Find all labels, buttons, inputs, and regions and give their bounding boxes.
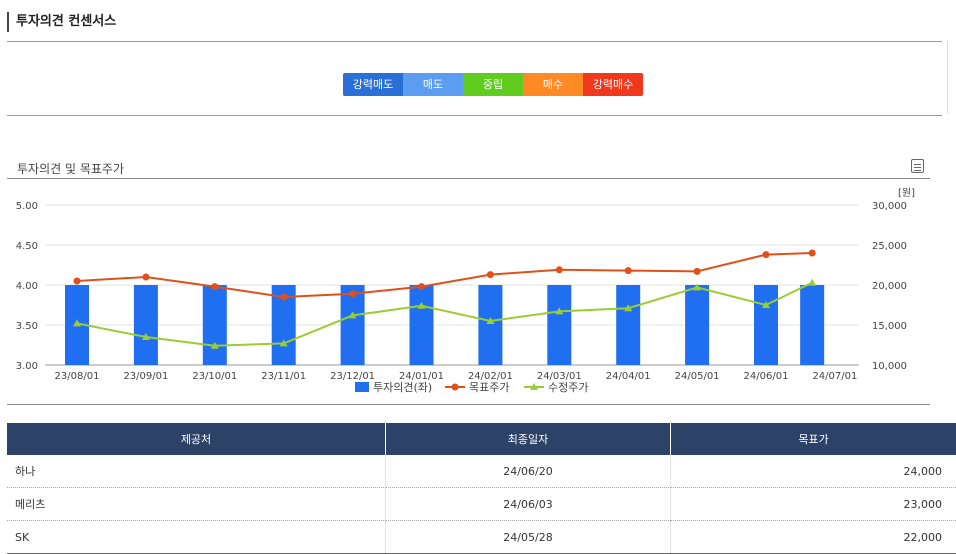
target-price-point [556, 266, 563, 273]
date-cell: 24/06/03 [386, 488, 671, 521]
col-provider: 제공처 [7, 423, 386, 455]
target-price-point [487, 271, 494, 278]
legend-label: 수정주가 [548, 381, 588, 394]
x-tick-label: 23/12/01 [330, 371, 375, 382]
provider-cell: 하나 [7, 455, 386, 488]
y-right-tick-label: 20,000 [872, 281, 907, 292]
scale-hold: 중립 [463, 73, 523, 96]
scale-strong-buy: 강력매수 [583, 73, 643, 96]
y-right-tick-label: 25,000 [872, 241, 907, 252]
target-price-point [625, 267, 632, 274]
target-price-point [349, 290, 356, 297]
target-price-point [694, 268, 701, 275]
x-tick-label: 24/05/01 [675, 371, 720, 382]
scale-buy: 매수 [523, 73, 583, 96]
opinion-bar [410, 285, 434, 365]
consensus-table: 제공처 최종일자 목표가 하나 24/06/20 24,000 메리츠 24/0… [7, 423, 956, 554]
opinion-bar [800, 285, 824, 365]
x-tick-label: 24/07/01 [812, 371, 857, 382]
date-cell: 24/06/20 [386, 455, 671, 488]
legend-target-marker [452, 384, 459, 391]
target-price-point [418, 283, 425, 290]
scale-strong-sell: 강력매도 [343, 73, 403, 96]
target-price-cell: 24,000 [671, 455, 956, 488]
panel-side [947, 41, 956, 114]
table-row: 메리츠 24/06/03 23,000 [7, 488, 956, 521]
opinion-bar [616, 285, 640, 365]
opinion-target-price-chart: 5.00 4.50 4.00 3.50 3.00 30,000 25,000 20,000 15… [0, 180, 956, 402]
target-price-point [280, 294, 287, 301]
list-menu-icon[interactable] [911, 159, 924, 173]
target-price-point [142, 274, 149, 281]
target-price-point [74, 278, 81, 285]
target-price-point [211, 283, 218, 290]
y-left-tick-label: 4.00 [16, 281, 38, 292]
y-right-tick-label: 10,000 [872, 361, 907, 372]
legend-bar-swatch [355, 382, 369, 392]
opinion-bar [134, 285, 158, 365]
opinion-scale: 강력매도 매도 중립 매수 강력매수 [343, 73, 643, 96]
target-price-cell: 22,000 [671, 521, 956, 554]
y-right-tick-label: 30,000 [872, 201, 907, 212]
opinion-bar [754, 285, 778, 365]
scale-sell: 매도 [403, 73, 463, 96]
section-title: 투자의견 컨센서스 [7, 12, 116, 32]
opinion-bar [203, 285, 227, 365]
chart-bottom-rule [7, 404, 930, 405]
table-row: SK 24/05/28 22,000 [7, 521, 956, 554]
legend-label: 목표주가 [469, 381, 509, 394]
y-left-tick-label: 3.00 [16, 361, 38, 372]
x-tick-label: 23/11/01 [261, 371, 306, 382]
target-price-cell: 23,000 [671, 488, 956, 521]
x-tick-label: 23/08/01 [55, 371, 100, 382]
table-row: 하나 24/06/20 24,000 [7, 455, 956, 488]
legend-label: 투자의견(좌) [373, 381, 432, 394]
target-price-point [809, 250, 816, 257]
y-left-tick-label: 4.50 [16, 241, 38, 252]
chart-title: 투자의견 및 목표주가 [17, 160, 124, 177]
y-right-tick-label: 15,000 [872, 321, 907, 332]
date-cell: 24/05/28 [386, 521, 671, 554]
provider-cell: 메리츠 [7, 488, 386, 521]
table-header-row: 제공처 최종일자 목표가 [7, 423, 956, 455]
x-tick-label: 24/04/01 [606, 371, 651, 382]
x-tick-label: 23/10/01 [192, 371, 237, 382]
x-tick-label: 23/09/01 [123, 371, 168, 382]
opinion-bar [685, 285, 709, 365]
y-left-tick-label: 3.50 [16, 321, 38, 332]
col-date: 최종일자 [386, 423, 671, 455]
chart-top-rule [7, 178, 930, 179]
col-target-price: 목표가 [671, 423, 956, 455]
target-price-point [763, 251, 770, 258]
x-tick-label: 24/06/01 [744, 371, 789, 382]
provider-cell: SK [7, 521, 386, 554]
opinion-bar [478, 285, 502, 365]
y-left-tick-label: 5.00 [16, 201, 38, 212]
y-right-unit-label: [원] [898, 187, 915, 199]
opinion-bar [547, 285, 571, 365]
adjusted-price-point [808, 279, 816, 286]
